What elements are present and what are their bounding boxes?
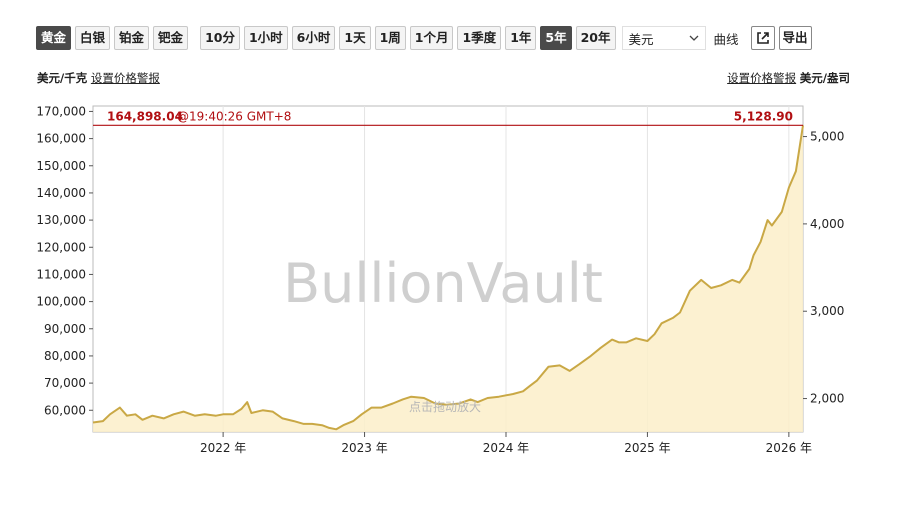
metal-group: 黄金 白银 铂金 钯金 (36, 26, 192, 50)
range-button-2[interactable]: 6小时 (291, 26, 336, 50)
currency-value: 美元 (628, 31, 654, 47)
y-left-tick-label: 160,000 (36, 132, 86, 146)
left-unit-label: 美元/千克 (37, 71, 88, 85)
zoom-hint: 点击拖动放大 (409, 399, 481, 414)
y-left-tick-label: 140,000 (36, 186, 86, 200)
y-right-tick-label: 2,000 (810, 392, 844, 406)
x-tick-label: 2024 年 (483, 441, 529, 455)
currency-select[interactable]: 美元 (621, 26, 706, 50)
y-left-tick-label: 60,000 (44, 403, 86, 417)
y-right-tick-label: 4,000 (810, 217, 844, 231)
y-left-tick-label: 130,000 (36, 213, 86, 227)
metal-button-2[interactable]: 铂金 (114, 26, 150, 50)
metal-button-3[interactable]: 钯金 (153, 26, 189, 50)
price-area-fill (93, 125, 803, 433)
y-left-tick-label: 170,000 (36, 104, 86, 118)
range-button-6[interactable]: 1季度 (457, 26, 502, 50)
x-tick-label: 2026 年 (766, 441, 812, 455)
set-price-alert-link-right[interactable]: 设置价格警报 (727, 71, 797, 85)
current-price-right: 5,128.90 (734, 109, 793, 123)
y-left-tick-label: 80,000 (44, 349, 86, 363)
y-left-tick-label: 100,000 (36, 295, 86, 309)
export-button[interactable]: 导出 (778, 26, 812, 50)
metal-button-0[interactable]: 黄金 (36, 26, 72, 50)
metal-button-1[interactable]: 白银 (75, 26, 111, 50)
right-axis-header: 设置价格警报 美元/盎司 (727, 70, 850, 86)
right-unit-label: 美元/盎司 (799, 71, 850, 85)
y-left-tick-label: 90,000 (44, 322, 86, 336)
range-button-5[interactable]: 1个月 (409, 26, 454, 50)
toolbar: 黄金 白银 铂金 钯金 10分 1小时 6小时 1天 1周 1个月 1季度 1年 5年 20年 美元 曲… (36, 25, 812, 51)
set-price-alert-link-left[interactable]: 设置价格警报 (90, 71, 160, 85)
range-button-1[interactable]: 1小时 (243, 26, 288, 50)
range-button-9[interactable]: 20年 (575, 26, 616, 50)
range-group: 10分 1小时 6小时 1天 1周 1个月 1季度 1年 5年 20年 (200, 26, 619, 50)
range-button-4[interactable]: 1周 (374, 26, 406, 50)
chevron-down-icon (689, 31, 699, 45)
x-tick-label: 2023 年 (341, 441, 387, 455)
y-right-tick-label: 5,000 (810, 130, 844, 144)
y-left-tick-label: 150,000 (36, 159, 86, 173)
y-left-tick-label: 110,000 (36, 267, 86, 281)
external-link-icon[interactable] (750, 26, 775, 50)
y-left-tick-label: 70,000 (44, 376, 86, 390)
range-button-3[interactable]: 1天 (339, 26, 371, 50)
price-line (92, 125, 804, 431)
watermark-logo: BullionVault (283, 252, 603, 315)
range-button-0[interactable]: 10分 (200, 26, 240, 50)
current-price-left: 164,898.04 (107, 109, 183, 123)
x-tick-label: 2022 年 (200, 441, 246, 455)
range-button-7[interactable]: 1年 (505, 26, 537, 50)
y-right-tick-label: 3,000 (810, 304, 844, 318)
range-button-8[interactable]: 5年 (540, 26, 572, 50)
y-left-tick-label: 120,000 (36, 240, 86, 254)
left-axis-header: 美元/千克 设置价格警报 (37, 70, 160, 86)
x-tick-label: 2025 年 (624, 441, 670, 455)
current-time: @19:40:26 GMT+8 (177, 109, 291, 123)
chart-style-toggle[interactable]: 曲线 (713, 31, 739, 47)
